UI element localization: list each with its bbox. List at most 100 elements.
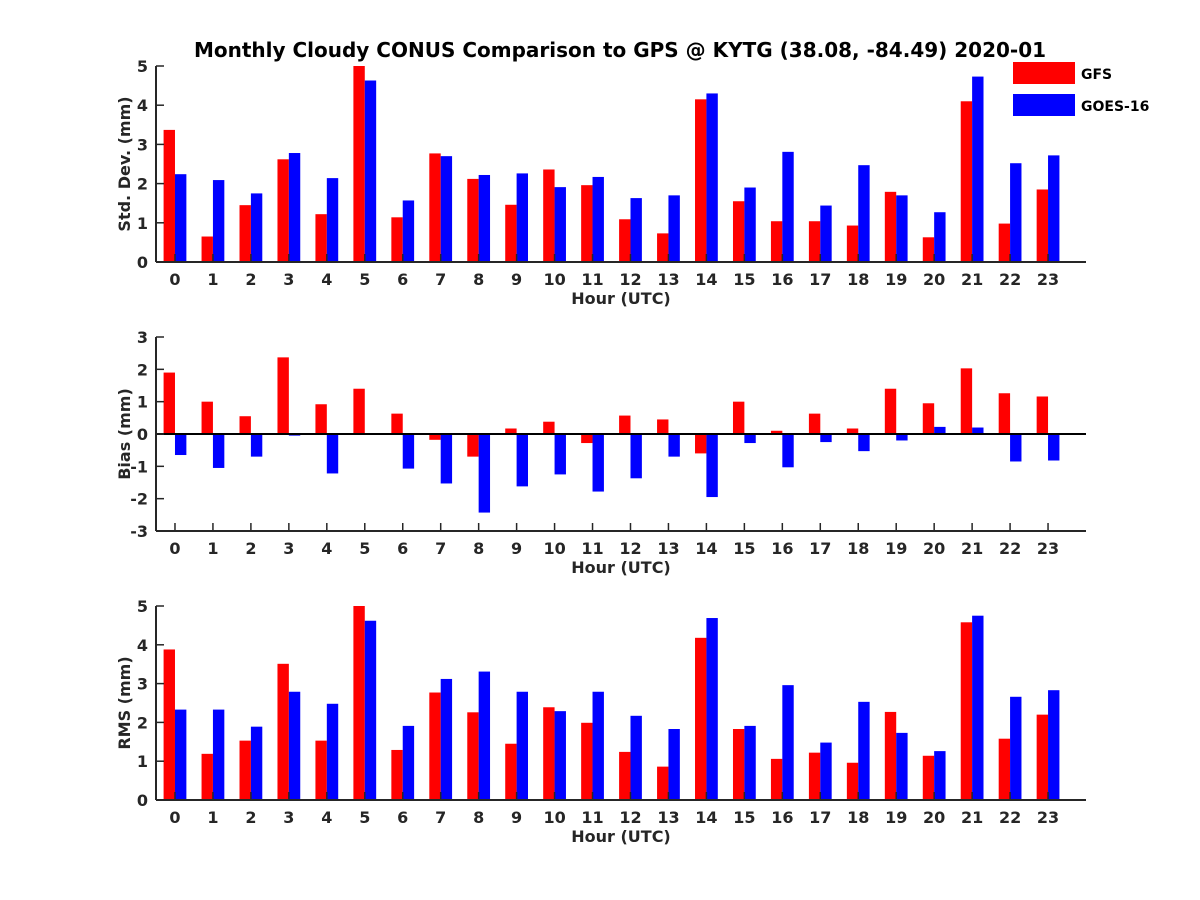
x-tick-label: 1 [207, 270, 218, 289]
bar-goes16-hour-9 [516, 434, 528, 487]
bar-goes16-hour-0 [174, 174, 187, 262]
bar-goes16-hour-15 [744, 187, 756, 262]
bar-goes16-hour-14 [706, 434, 718, 498]
bar-goes16-hour-5 [364, 620, 377, 800]
bar-gfs-hour-19 [884, 711, 897, 800]
x-axis-label: Hour (UTC) [571, 289, 671, 308]
bar-gfs-hour-19 [884, 191, 897, 262]
x-tick-label: 23 [1037, 539, 1059, 558]
x-tick-label: 1 [207, 808, 218, 827]
bar-goes16-hour-23 [1048, 434, 1060, 461]
bar-goes16-hour-0 [174, 434, 187, 456]
x-tick-label: 21 [961, 270, 983, 289]
x-tick-label: 13 [657, 270, 679, 289]
legend-swatch-gfs [1013, 62, 1075, 84]
x-tick-label: 10 [543, 539, 565, 558]
bar-goes16-hour-1 [212, 434, 225, 468]
y-tick-label: 4 [137, 96, 148, 115]
bar-gfs-hour-20 [922, 755, 935, 800]
bar-gfs-hour-5 [353, 388, 365, 434]
x-tick-label: 15 [733, 539, 755, 558]
bar-gfs-hour-17 [808, 752, 821, 800]
x-tick-label: 15 [733, 808, 755, 827]
bar-goes16-hour-1 [212, 709, 225, 800]
x-tick-label: 9 [511, 270, 522, 289]
bar-goes16-hour-21 [972, 427, 984, 434]
bar-goes16-hour-12 [630, 715, 642, 800]
y-tick-label: 3 [137, 675, 148, 694]
x-tick-label: 1 [207, 539, 218, 558]
bar-goes16-hour-23 [1048, 155, 1060, 262]
x-tick-label: 6 [397, 270, 408, 289]
x-tick-label: 20 [923, 539, 945, 558]
bar-goes16-hour-4 [326, 434, 339, 474]
bar-gfs-hour-9 [505, 743, 517, 800]
bar-gfs-hour-22 [998, 223, 1011, 262]
bar-gfs-hour-12 [619, 415, 631, 434]
bar-goes16-hour-16 [782, 685, 794, 800]
x-tick-label: 23 [1037, 808, 1059, 827]
bar-goes16-hour-15 [744, 725, 756, 800]
bar-goes16-hour-18 [858, 434, 870, 452]
x-axis-label: Hour (UTC) [571, 827, 671, 846]
bar-goes16-hour-3 [288, 153, 301, 262]
x-tick-label: 4 [321, 270, 332, 289]
bar-gfs-hour-6 [391, 217, 403, 262]
y-tick-label: 3 [137, 328, 148, 347]
bar-goes16-hour-11 [592, 691, 604, 800]
x-tick-label: 18 [847, 808, 869, 827]
y-axis-label: RMS (mm) [115, 656, 134, 749]
x-tick-label: 5 [359, 808, 370, 827]
x-tick-label: 4 [321, 808, 332, 827]
bar-gfs-hour-18 [846, 762, 859, 800]
bar-gfs-hour-15 [732, 201, 745, 262]
x-tick-label: 5 [359, 539, 370, 558]
bar-goes16-hour-20 [934, 426, 946, 434]
bar-gfs-hour-11 [581, 434, 593, 444]
x-tick-label: 15 [733, 270, 755, 289]
bar-gfs-hour-1 [201, 236, 213, 262]
bar-gfs-hour-14 [695, 434, 707, 454]
bar-goes16-hour-10 [554, 711, 566, 800]
bar-goes16-hour-3 [288, 691, 301, 800]
bar-gfs-hour-23 [1036, 396, 1049, 434]
bar-gfs-hour-5 [353, 66, 365, 262]
x-tick-label: 17 [809, 539, 831, 558]
x-tick-label: 11 [581, 539, 603, 558]
y-tick-label: 1 [137, 393, 148, 412]
bar-goes16-hour-22 [1010, 696, 1022, 800]
x-tick-label: 17 [809, 270, 831, 289]
bar-goes16-hour-18 [858, 701, 870, 800]
x-tick-label: 13 [657, 539, 679, 558]
bar-gfs-hour-3 [277, 357, 289, 434]
bar-goes16-hour-6 [402, 725, 415, 800]
bar-goes16-hour-13 [668, 729, 680, 800]
y-axis-label: Std. Dev. (mm) [115, 96, 134, 231]
bar-goes16-hour-17 [820, 205, 832, 262]
x-tick-label: 3 [283, 539, 294, 558]
bar-goes16-hour-14 [706, 93, 718, 262]
bar-gfs-hour-23 [1036, 714, 1049, 800]
legend-label-goes16: GOES-16 [1081, 99, 1149, 115]
bar-gfs-hour-0 [163, 649, 175, 800]
y-tick-label: 2 [137, 713, 148, 732]
bar-gfs-hour-13 [657, 233, 669, 262]
x-tick-label: 6 [397, 539, 408, 558]
x-tick-label: 22 [999, 808, 1021, 827]
x-tick-label: 17 [809, 808, 831, 827]
x-tick-label: 10 [543, 270, 565, 289]
x-tick-label: 14 [695, 270, 717, 289]
bar-gfs-hour-9 [505, 204, 517, 262]
x-tick-label: 18 [847, 270, 869, 289]
bar-goes16-hour-15 [744, 434, 756, 444]
x-tick-label: 19 [885, 270, 907, 289]
bar-gfs-hour-21 [960, 368, 973, 434]
bar-goes16-hour-11 [592, 434, 604, 492]
bar-gfs-hour-8 [467, 712, 479, 800]
x-tick-label: 19 [885, 539, 907, 558]
bar-gfs-hour-2 [239, 205, 251, 262]
bar-goes16-hour-4 [326, 178, 339, 262]
y-tick-label: 2 [137, 175, 148, 194]
bar-goes16-hour-8 [478, 174, 491, 262]
